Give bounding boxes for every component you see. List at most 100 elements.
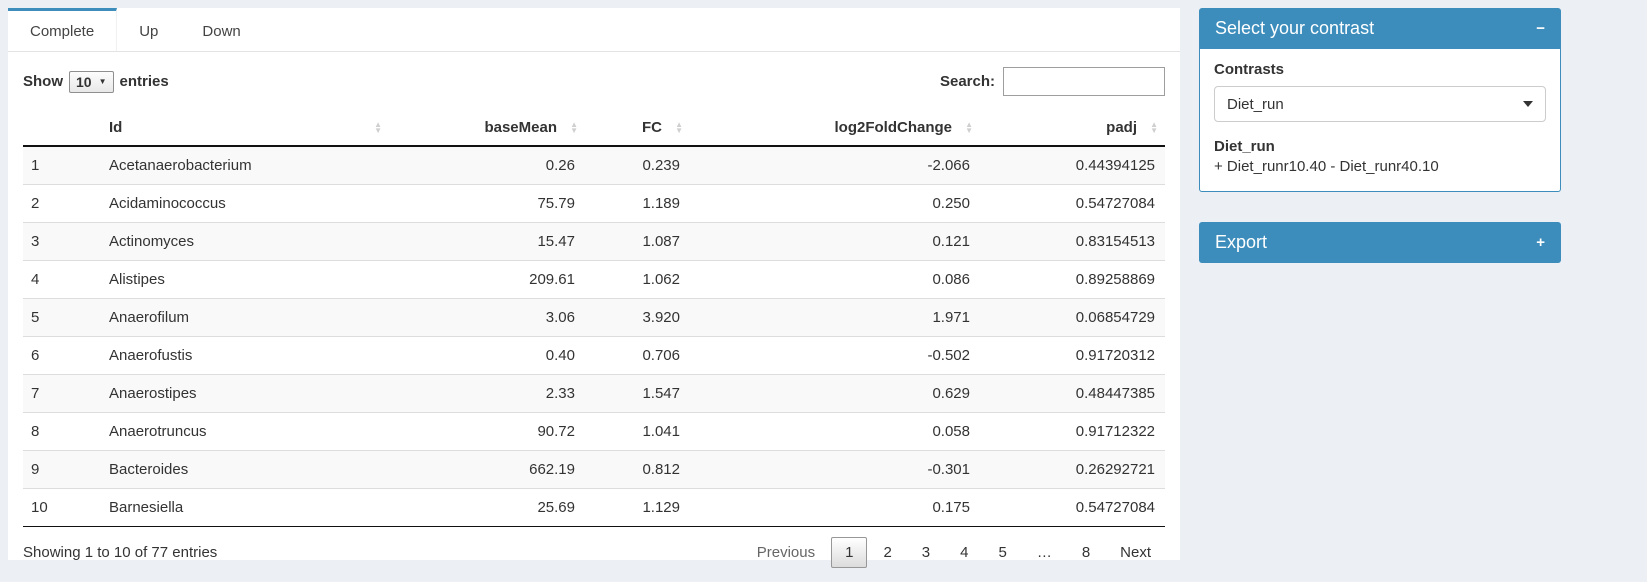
show-label: Show: [23, 73, 63, 90]
collapse-plus-icon[interactable]: +: [1536, 234, 1545, 251]
pagination-next[interactable]: Next: [1120, 544, 1151, 561]
cell-id: Bacteroides: [99, 450, 389, 489]
cell-basemean: 3.06: [389, 298, 585, 337]
table-row[interactable]: 3 Actinomyces 15.47 1.087 0.121 0.831545…: [23, 222, 1165, 261]
pagination-page-8[interactable]: 8: [1081, 544, 1091, 561]
column-header-id[interactable]: Id ▲ ▼: [99, 110, 389, 147]
cell-fc: 0.706: [585, 336, 690, 375]
cell-padj: 0.44394125: [1075, 157, 1155, 174]
export-box-title: Export: [1215, 232, 1268, 252]
right-sidebar: Select your contrast − Contrasts Diet_ru…: [1199, 8, 1561, 263]
pagination-page-1[interactable]: 1: [831, 537, 868, 568]
cell-log2fc: 0.086: [690, 260, 980, 299]
pagination-page-4[interactable]: 4: [960, 544, 969, 561]
cell-basemean: 15.47: [389, 222, 585, 261]
cell-id: Anaerotruncus: [99, 412, 389, 451]
tab-complete[interactable]: Complete: [8, 8, 118, 51]
caret-down-icon: ▼: [98, 77, 107, 86]
pagination-page-3[interactable]: 3: [921, 544, 931, 561]
cell-rownum: 8: [23, 412, 99, 451]
cell-rownum: 1: [31, 157, 40, 174]
cell-rownum: 3: [23, 222, 99, 261]
cell-rownum: 5: [23, 298, 99, 337]
table-row[interactable]: 1 Acetanaerobacterium 0.26 0.239 -2.066 …: [23, 146, 1165, 185]
contrasts-label: Contrasts: [1214, 61, 1285, 78]
tab-content-complete: Show 10 ▼ entries Search: Id ▲ ▼: [8, 52, 1180, 568]
table-row[interactable]: 7 Anaerostipes 2.33 1.547 0.629 0.484473…: [23, 374, 1165, 413]
page-length-select[interactable]: 10 ▼: [69, 70, 114, 93]
pagination-page-5[interactable]: 5: [998, 544, 1007, 561]
search-input[interactable]: [1003, 67, 1165, 96]
cell-log2fc: 0.250: [690, 184, 980, 223]
table-row[interactable]: 2 Acidaminococcus 75.79 1.189 0.250 0.54…: [23, 184, 1165, 223]
page-length-control: Show 10 ▼ entries: [23, 70, 169, 93]
cell-basemean: 2.33: [389, 374, 585, 413]
cell-log2fc: 0.175: [690, 488, 980, 527]
collapse-minus-icon[interactable]: −: [1536, 20, 1545, 37]
contrast-box-title: Select your contrast: [1215, 18, 1375, 38]
table-row[interactable]: 9 Bacteroides 662.19 0.812 -0.301 0.2629…: [23, 450, 1165, 489]
cell-rownum: 7: [23, 374, 99, 413]
page-length-value: 10: [76, 73, 92, 90]
table-row[interactable]: 6 Anaerofustis 0.40 0.706 -0.502 0.91720…: [23, 336, 1165, 375]
cell-rownum: 4: [23, 260, 99, 299]
sort-icon: ▲ ▼: [570, 119, 578, 135]
export-box: Export +: [1199, 222, 1561, 263]
table-row[interactable]: 5 Anaerofilum 3.06 3.920 1.971 0.0685472…: [23, 298, 1165, 337]
cell-basemean: 75.79: [389, 184, 585, 223]
cell-basemean: 0.40: [389, 336, 585, 375]
cell-id: Anaerofilum: [99, 298, 389, 337]
cell-id: Acetanaerobacterium: [109, 157, 252, 174]
caret-down-icon: [1523, 101, 1533, 107]
contrast-box-header[interactable]: Select your contrast −: [1199, 8, 1561, 49]
column-header-label: padj: [1106, 119, 1137, 136]
contrast-select[interactable]: Diet_run: [1214, 86, 1546, 122]
search-label: Search:: [939, 73, 995, 90]
contrast-select-value: Diet_run: [1227, 95, 1284, 113]
tab-up[interactable]: Up: [139, 22, 159, 40]
column-header-basemean[interactable]: baseMean ▲ ▼: [389, 110, 585, 147]
table-row[interactable]: 8 Anaerotruncus 90.72 1.041 0.058 0.9171…: [23, 412, 1165, 451]
column-header-label: baseMean: [484, 119, 557, 136]
column-header-label: Id: [109, 119, 123, 136]
cell-fc: 0.812: [585, 450, 690, 489]
contrast-detail: Diet_run + Diet_runr10.40 - Diet_runr40.…: [1214, 138, 1546, 175]
contrast-box: Select your contrast − Contrasts Diet_ru…: [1199, 8, 1561, 192]
sort-icon: ▲ ▼: [1150, 119, 1158, 135]
pagination-page-2[interactable]: 2: [883, 544, 892, 561]
cell-id: Acidaminococcus: [99, 184, 389, 223]
cell-rownum: 2: [23, 184, 99, 223]
cell-padj: 0.54727084: [980, 488, 1165, 527]
table-row[interactable]: 10 Barnesiella 25.69 1.129 0.175 0.54727…: [23, 488, 1165, 527]
cell-id: Barnesiella: [99, 488, 389, 527]
datatable-controls: Show 10 ▼ entries Search:: [23, 67, 1165, 96]
cell-basemean: 662.19: [389, 450, 585, 489]
cell-log2fc: 0.058: [690, 412, 980, 451]
cell-log2fc: 0.121: [690, 222, 980, 261]
column-header-rownum: [23, 110, 99, 147]
export-box-header[interactable]: Export +: [1199, 222, 1561, 263]
cell-basemean: 0.26: [545, 157, 575, 174]
column-header-label: FC: [642, 119, 662, 136]
column-header-padj[interactable]: padj ▲ ▼: [980, 110, 1165, 147]
cell-basemean: 209.61: [389, 260, 585, 299]
contrast-detail-formula: + Diet_runr10.40 - Diet_runr40.10: [1214, 158, 1439, 175]
cell-log2fc: -0.502: [690, 336, 980, 375]
results-table: Id ▲ ▼ baseMean ▲ ▼ FC ▲ ▼ log2FoldChange ▲…: [23, 110, 1165, 527]
tab-down[interactable]: Down: [202, 22, 241, 40]
pagination-previous[interactable]: Previous: [756, 544, 816, 561]
column-header-log2fc[interactable]: log2FoldChange ▲ ▼: [690, 110, 980, 147]
cell-rownum: 6: [23, 336, 99, 375]
table-row[interactable]: 4 Alistipes 209.61 1.062 0.086 0.8925886…: [23, 260, 1165, 299]
cell-padj: 0.06854729: [980, 298, 1165, 337]
cell-fc: 1.547: [585, 374, 690, 413]
cell-log2fc: 1.971: [690, 298, 980, 337]
cell-rownum: 9: [23, 450, 99, 489]
cell-padj: 0.91720312: [980, 336, 1165, 375]
cell-fc: 1.087: [585, 222, 690, 261]
cell-fc: 1.062: [585, 260, 690, 299]
cell-log2fc: 0.629: [690, 374, 980, 413]
cell-basemean: 90.72: [389, 412, 585, 451]
cell-padj: 0.54727084: [980, 184, 1165, 223]
column-header-fc[interactable]: FC ▲ ▼: [585, 110, 690, 147]
